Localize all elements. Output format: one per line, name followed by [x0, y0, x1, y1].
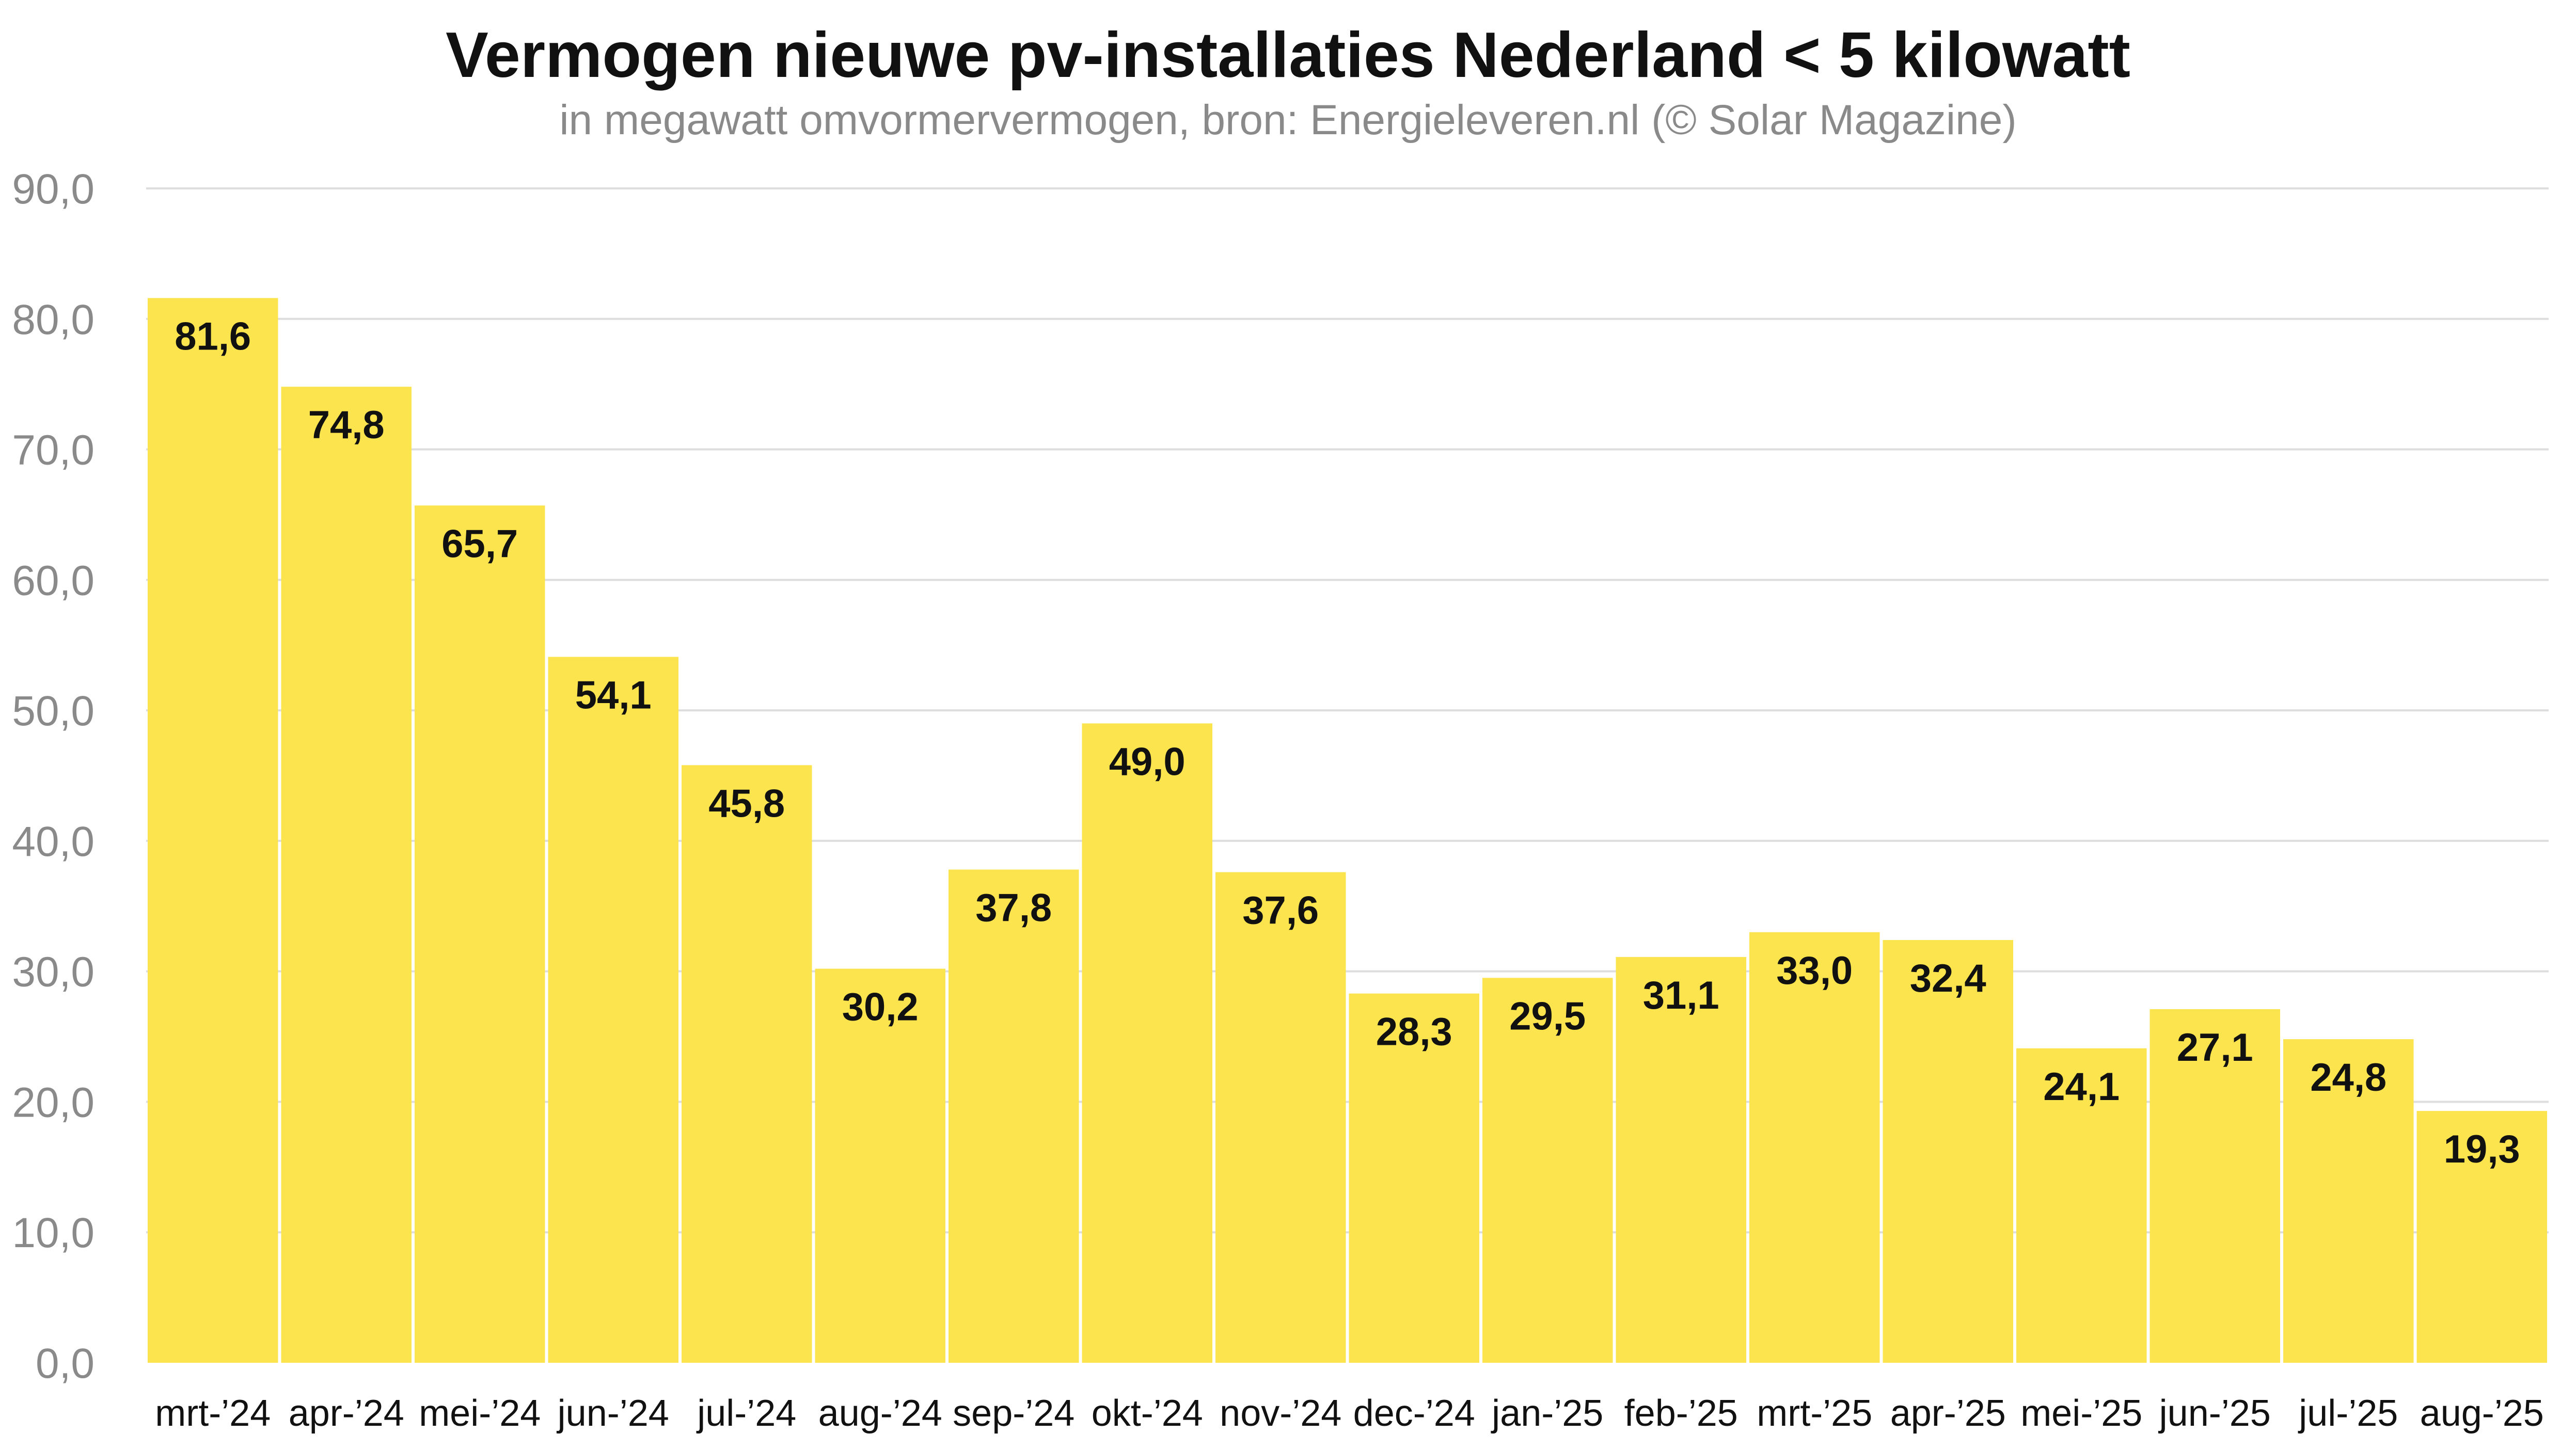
y-tick-label: 50,0	[12, 688, 94, 735]
x-tick-label: jul-’24	[696, 1393, 796, 1434]
bar	[682, 765, 812, 1363]
y-tick-label: 60,0	[12, 557, 94, 604]
value-label: 37,6	[1242, 889, 1319, 933]
chart-title: Vermogen nieuwe pv-installaties Nederlan…	[446, 20, 2130, 91]
x-tick-label: apr-’24	[289, 1393, 404, 1434]
x-tick-label: aug-’24	[818, 1393, 942, 1434]
y-axis-ticks: 0,0 10,0 20,0 30,0 40,0 50,0 60,0 70,0 80,0 90,0	[12, 166, 94, 1387]
x-tick-label: mei-’25	[2020, 1393, 2142, 1434]
bar	[1082, 723, 1212, 1363]
value-label: 74,8	[308, 403, 385, 447]
value-label: 81,6	[175, 314, 251, 358]
bar	[2150, 1009, 2280, 1363]
value-label: 45,8	[708, 782, 785, 825]
y-tick-label: 10,0	[12, 1209, 94, 1256]
y-tick-label: 70,0	[12, 427, 94, 474]
x-tick-label: jun-’25	[2158, 1393, 2271, 1434]
value-label: 30,2	[842, 985, 919, 1029]
bar	[281, 387, 412, 1363]
value-label: 37,8	[975, 886, 1052, 930]
bar	[2016, 1048, 2147, 1363]
bar	[2283, 1039, 2414, 1363]
value-label: 24,1	[2043, 1065, 2120, 1109]
bar	[1883, 940, 2013, 1363]
bar	[949, 869, 1079, 1363]
gridlines	[146, 187, 2549, 1234]
y-tick-label: 40,0	[12, 818, 94, 865]
bars	[148, 298, 2547, 1363]
bar	[548, 657, 678, 1363]
value-label: 31,1	[1643, 974, 1719, 1017]
value-label: 28,3	[1376, 1010, 1452, 1054]
x-axis-ticks: mrt-’24 apr-’24 mei-’24 jun-’24 jul-’24 aug-’…	[155, 1393, 2544, 1434]
value-label: 65,7	[441, 522, 518, 566]
chart-subtitle: in megawatt omvormervermogen, bron: Ener…	[559, 97, 2017, 144]
value-label: 19,3	[2444, 1127, 2520, 1171]
x-tick-label: mei-’24	[419, 1393, 541, 1434]
bar	[415, 505, 545, 1363]
bar	[2416, 1111, 2547, 1363]
x-tick-label: feb-’25	[1624, 1393, 1738, 1434]
value-label: 54,1	[575, 673, 652, 717]
value-label: 29,5	[1509, 994, 1586, 1038]
bar	[148, 298, 278, 1363]
x-tick-label: aug-’25	[2420, 1393, 2544, 1434]
bar	[1616, 957, 1746, 1363]
bar	[1349, 993, 1479, 1363]
x-tick-label: nov-’24	[1220, 1393, 1341, 1434]
x-tick-label: okt-’24	[1092, 1393, 1203, 1434]
x-tick-label: jan-’25	[1491, 1393, 1603, 1434]
bar	[1482, 978, 1613, 1363]
y-tick-label: 90,0	[12, 166, 94, 213]
x-tick-label: dec-’24	[1353, 1393, 1475, 1434]
value-labels: 81,6 74,8 65,7 54,1 45,8 30,2 37,8 49,0 37,6 28,3…	[175, 314, 2520, 1171]
x-tick-label: jun-’24	[557, 1393, 669, 1434]
x-tick-label: jul-’25	[2298, 1393, 2398, 1434]
value-label: 24,8	[2310, 1056, 2387, 1100]
bar	[1215, 872, 1346, 1363]
value-label: 32,4	[1910, 957, 1986, 1000]
bar	[815, 968, 945, 1363]
value-label: 33,0	[1776, 949, 1853, 993]
y-tick-label: 30,0	[12, 949, 94, 996]
x-tick-label: sep-’24	[953, 1393, 1074, 1434]
x-tick-label: apr-’25	[1890, 1393, 2006, 1434]
y-tick-label: 80,0	[12, 296, 94, 343]
bar	[1749, 932, 1880, 1363]
y-tick-label: 0,0	[36, 1340, 94, 1387]
value-label: 49,0	[1109, 740, 1186, 784]
y-tick-label: 20,0	[12, 1079, 94, 1126]
x-tick-label: mrt-’25	[1757, 1393, 1872, 1434]
x-tick-label: mrt-’24	[155, 1393, 271, 1434]
value-label: 27,1	[2177, 1026, 2253, 1070]
